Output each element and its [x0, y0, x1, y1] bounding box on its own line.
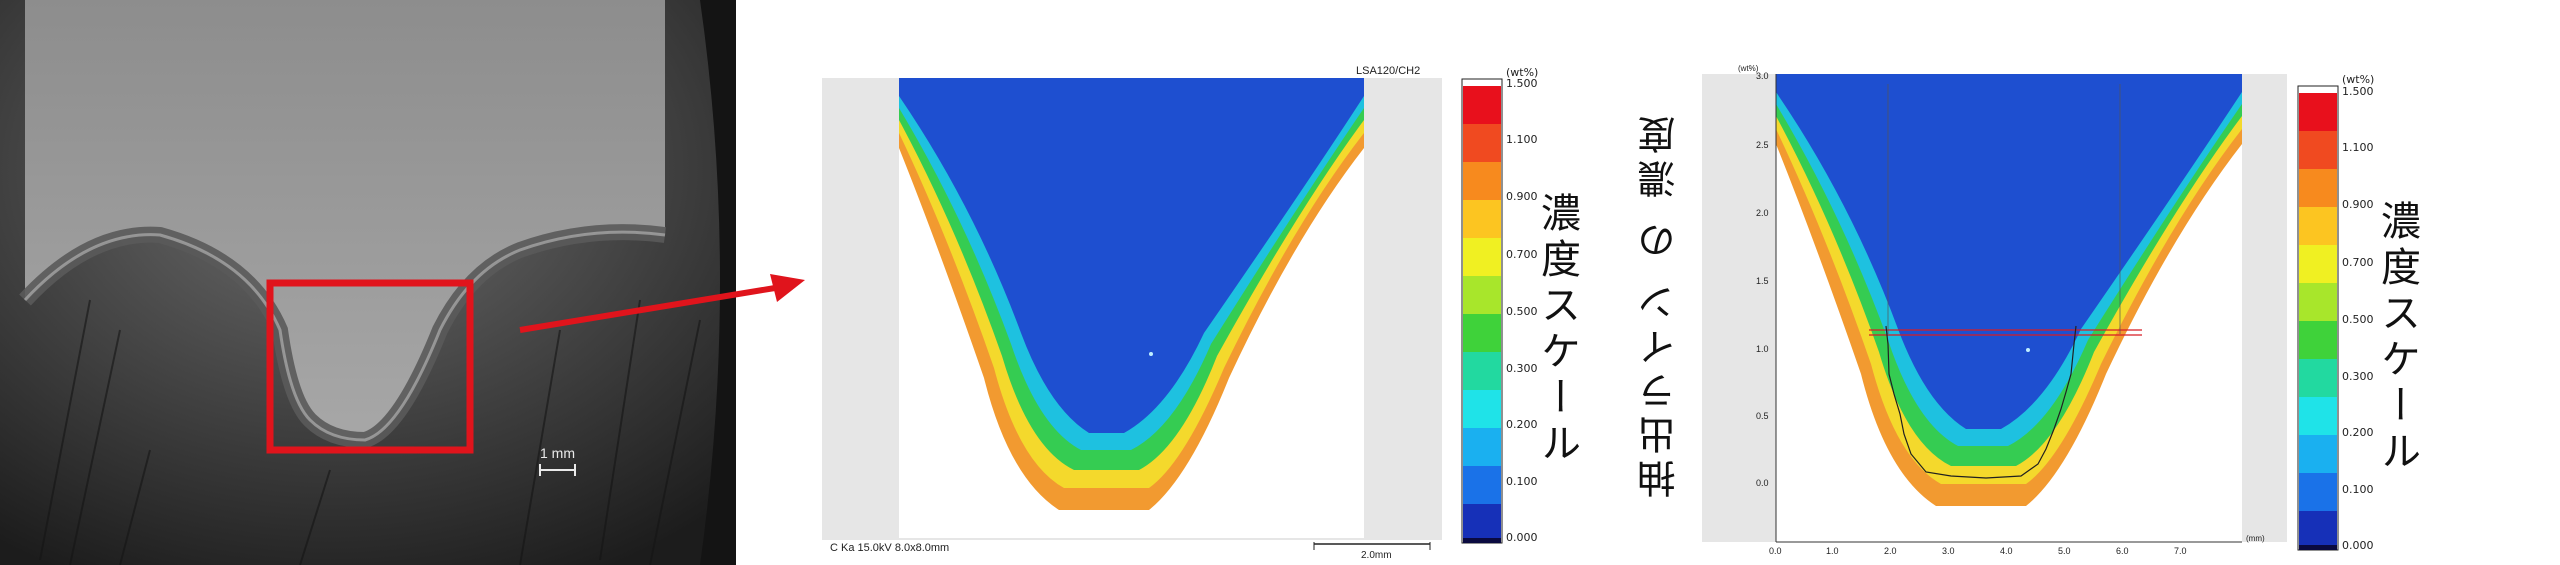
- right-colorbar-title: 濃度スケール: [2374, 200, 2420, 476]
- right-cbar-tick-0: 1.500: [2342, 85, 2374, 98]
- right-vertical-caption: 抽出ライン の 濃度: [1638, 110, 1682, 499]
- right-axes: [1775, 74, 2242, 543]
- right-colorbar: [2297, 85, 2339, 551]
- middle-cbar-tick-5: 0.300: [1506, 362, 1538, 375]
- right-x-tick-7: 7.0: [2174, 546, 2187, 556]
- middle-scale-bar: [1313, 542, 1431, 550]
- right-cbar-tick-1: 1.100: [2342, 141, 2374, 154]
- middle-colorbar-unit: (wt%): [1506, 66, 1539, 79]
- extraction-line: [1869, 329, 2142, 336]
- right-cbar-tick-7: 0.100: [2342, 483, 2374, 496]
- right-x-tick-2: 2.0: [1884, 546, 1897, 556]
- middle-cbar-tick-0: 1.500: [1506, 77, 1538, 90]
- right-cbar-tick-5: 0.300: [2342, 370, 2374, 383]
- left-scale-bar: [539, 464, 576, 476]
- middle-cbar-tick-7: 0.100: [1506, 475, 1538, 488]
- right-y-tick-3: 1.5: [1756, 276, 1769, 286]
- right-x-tick-5: 5.0: [2058, 546, 2071, 556]
- middle-cbar-tick-2: 0.900: [1506, 190, 1538, 203]
- right-cbar-tick-2: 0.900: [2342, 198, 2374, 211]
- highlight-box: [266, 279, 474, 454]
- middle-colorbar-title: 濃度スケール: [1534, 192, 1580, 468]
- middle-cbar-tick-8: 0.000: [1506, 531, 1538, 544]
- middle-cbar-tick-4: 0.500: [1506, 305, 1538, 318]
- right-x-tick-4: 4.0: [2000, 546, 2013, 556]
- left-scale-label: 1 mm: [540, 445, 575, 461]
- profile-trace: [1885, 325, 2077, 479]
- right-x-tick-0: 0.0: [1769, 546, 1782, 556]
- right-y-tick-0: 3.0: [1756, 71, 1769, 81]
- right-x-tick-3: 3.0: [1942, 546, 1955, 556]
- right-y-tick-1: 2.5: [1756, 140, 1769, 150]
- middle-colorbar: [1461, 78, 1503, 544]
- right-y-tick-6: 0.0: [1756, 478, 1769, 488]
- middle-cbar-tick-3: 0.700: [1506, 248, 1538, 261]
- right-y-tick-2: 2.0: [1756, 208, 1769, 218]
- right-y-unit: (wt%): [1738, 64, 1759, 73]
- middle-concentration-map: [899, 78, 1364, 538]
- arrow-connector: [519, 274, 805, 333]
- middle-scale-label: 2.0mm: [1361, 550, 1392, 561]
- right-x-tick-1: 1.0: [1826, 546, 1839, 556]
- right-cbar-tick-8: 0.000: [2342, 539, 2374, 552]
- right-colorbar-unit: (wt%): [2342, 73, 2375, 86]
- middle-top-label: LSA120/CH2: [1356, 65, 1421, 77]
- micrograph-image: [0, 0, 736, 565]
- middle-cbar-tick-1: 1.100: [1506, 133, 1538, 146]
- right-x-tick-6: 6.0: [2116, 546, 2129, 556]
- right-concentration-map: [1776, 74, 2242, 542]
- right-cbar-tick-4: 0.500: [2342, 313, 2374, 326]
- right-y-tick-5: 0.5: [1756, 411, 1769, 421]
- middle-cbar-tick-6: 0.200: [1506, 418, 1538, 431]
- middle-bottom-info: C Ka 15.0kV 8.0x8.0mm: [830, 542, 950, 554]
- micrograph-panel: 1 mm: [0, 0, 736, 565]
- right-x-unit: (mm): [2246, 534, 2265, 543]
- right-cbar-tick-6: 0.200: [2342, 426, 2374, 439]
- right-y-tick-4: 1.0: [1756, 344, 1769, 354]
- right-cbar-tick-3: 0.700: [2342, 256, 2374, 269]
